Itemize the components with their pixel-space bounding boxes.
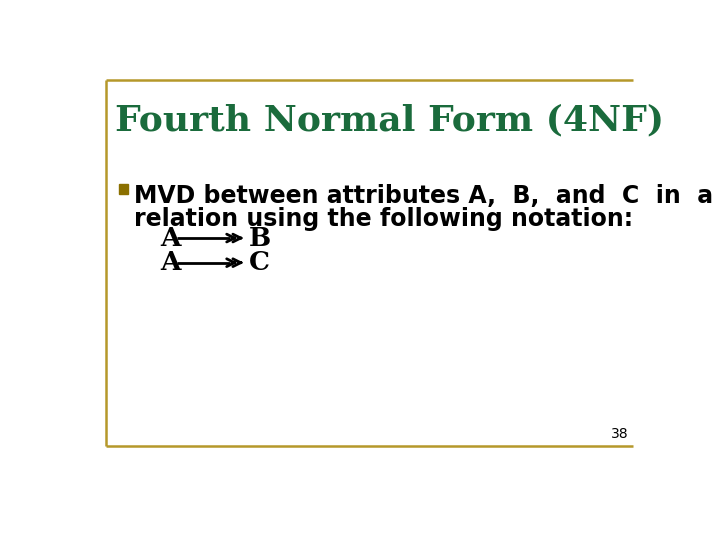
Text: relation using the following notation:: relation using the following notation: [134,207,634,231]
Text: C: C [249,250,270,275]
Text: A: A [160,250,180,275]
Text: 38: 38 [611,427,629,441]
Bar [120,184,128,194]
Text: MVD between attributes A,  B,  and  C  in  a: MVD between attributes A, B, and C in a [134,184,714,208]
Text: Fourth Normal Form (4NF): Fourth Normal Form (4NF) [114,103,664,137]
Text: A: A [160,226,180,251]
Text: B: B [249,226,271,251]
